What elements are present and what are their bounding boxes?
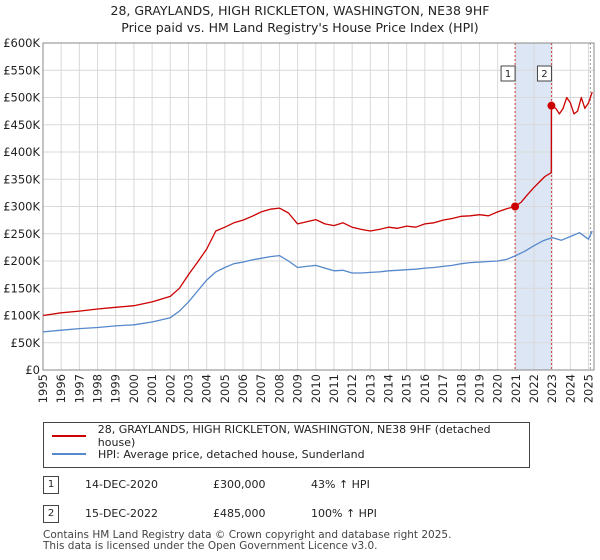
x-tick-label: 2015 [400,374,414,403]
y-tick-label: £500K [3,91,40,105]
x-tick-label: 2011 [327,374,341,403]
footer-licence: This data is licensed under the Open Gov… [43,540,378,552]
y-tick-label: £550K [3,63,40,77]
sale-marker-label: 2 [541,69,547,80]
chart-title: 28, GRAYLANDS, HIGH RICKLETON, WASHINGTO… [110,3,490,18]
y-tick-label: £400K [3,145,40,159]
x-tick-label: 2008 [272,374,286,403]
legend-label-hpi: HPI: Average price, detached house, Sund… [98,447,365,461]
x-tick-label: 1995 [36,374,50,403]
x-tick-label: 1998 [91,374,105,403]
x-tick-label: 2006 [236,374,250,403]
sale-date: 15-DEC-2022 [85,507,159,520]
x-tick-label: 2018 [454,374,468,403]
y-tick-label: £100K [3,309,40,323]
legend: 28, GRAYLANDS, HIGH RICKLETON, WASHINGTO… [43,422,530,468]
x-tick-label: 2004 [200,374,214,403]
x-tick-label: 1997 [72,374,86,403]
legend-label-property: 28, GRAYLANDS, HIGH RICKLETON, WASHINGTO… [97,423,491,449]
sale-marker-badge: 2 [43,505,59,523]
x-tick-label: 2013 [363,374,377,403]
x-tick-label: 2019 [472,374,486,403]
legend-item-property: 28, GRAYLANDS, HIGH RICKLETON, WASHINGTO… [52,423,529,449]
x-tick-label: 2002 [163,374,177,403]
legend-swatch-hpi [52,453,86,455]
footer-copyright: Contains HM Land Registry data © Crown c… [43,529,452,541]
x-tick-label: 2016 [418,374,432,403]
x-tick-label: 2001 [145,374,159,403]
x-tick-label: 2025 [582,374,596,403]
y-tick-label: £200K [3,254,40,268]
y-tick-label: £150K [3,281,40,295]
legend-swatch-property [52,435,86,437]
x-tick-label: 2010 [309,374,323,403]
sale-hpi-change: 43% ↑ HPI [311,478,370,491]
x-tick-label: 2021 [509,374,523,403]
price-chart: £0 £50K £100K £150K £200K £250K £300K £350K £400… [3,36,596,403]
sale-marker-badge: 1 [43,476,59,494]
y-tick-label: £600K [3,36,40,50]
x-tick-label: 2012 [345,374,359,403]
plot-frame [42,42,595,371]
x-tick-label: 2020 [491,374,505,403]
x-tick-label: 2024 [563,374,577,403]
hpi-series-line [42,230,593,333]
x-tick-label: 2003 [181,374,195,403]
y-tick-label: £300K [3,200,40,214]
sale-hpi-change: 100% ↑ HPI [311,507,377,520]
x-tick-label: 2023 [545,374,559,403]
x-tick-label: 2014 [382,374,396,403]
y-tick-label: £350K [3,172,40,186]
y-tick-label: £0 [25,363,40,377]
sale-date: 14-DEC-2020 [85,478,159,491]
y-tick-label: £450K [3,118,40,132]
x-tick-label: 2022 [527,374,541,403]
x-tick-label: 2005 [218,374,232,403]
sale-price: £485,000 [213,507,266,520]
x-tick-label: 2000 [127,374,141,403]
sale-point [547,101,556,110]
y-tick-label: £50K [11,336,41,350]
sale-marker-box [500,65,516,82]
legend-item-hpi: HPI: Average price, detached house, Sund… [52,446,365,462]
x-tick-label: 2007 [254,374,268,403]
sale-marker-label: 1 [505,69,511,80]
sale-marker-box [536,65,552,82]
sale-point [511,202,520,211]
footer: Contains HM Land Registry data © Crown c… [43,530,451,552]
x-tick-label: 2009 [291,374,305,403]
x-tick-label: 2017 [436,374,450,403]
x-tick-label: 1999 [109,374,123,403]
chart-subtitle: Price paid vs. HM Land Registry's House … [121,20,479,35]
sale-price: £300,000 [213,478,266,491]
y-tick-label: £250K [3,227,40,241]
x-tick-label: 1996 [54,374,68,403]
